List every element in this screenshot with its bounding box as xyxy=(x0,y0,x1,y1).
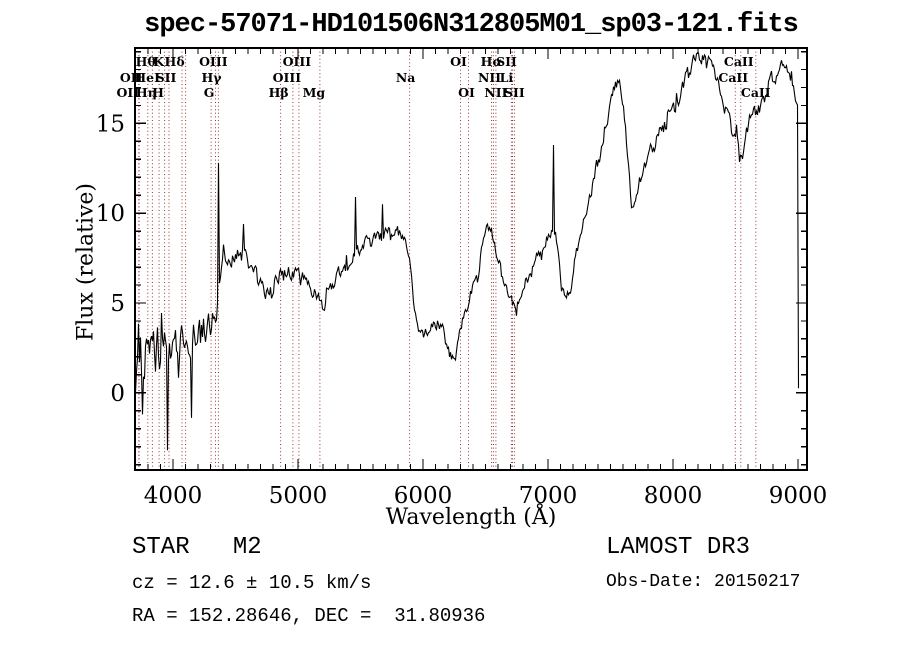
survey-text: LAMOST DR3 xyxy=(606,534,751,561)
line-marker-label: Hα xyxy=(481,54,503,69)
line-marker-label-group: OIIOIIHθHηHeIKHSIIHδGHγOIIIHβOIIIOIIIMgN… xyxy=(116,54,770,100)
cz-text: cz = 12.6 ± 10.5 km/s xyxy=(132,572,372,594)
x-axis-label: Wavelength (Å) xyxy=(385,505,557,530)
y-axis-label: Flux (relative) xyxy=(73,182,99,342)
plot-frame xyxy=(134,47,808,471)
line-marker-label: Na xyxy=(396,70,416,85)
x-tick-label: 6000 xyxy=(394,483,453,509)
line-marker-label: OII xyxy=(120,70,143,85)
line-marker-label: CaII xyxy=(724,54,754,69)
radec-text: RA = 152.28646, DEC = 31.80936 xyxy=(132,605,486,627)
line-marker-label: OIII xyxy=(283,54,312,69)
tick-label-group: 4000 5000 6000 7000 8000 9000 0 5 10 15 xyxy=(96,111,828,509)
line-marker-label: H xyxy=(152,85,164,100)
obsdate-text: Obs-Date: 20150217 xyxy=(606,572,801,592)
x-tick-label: 9000 xyxy=(769,483,828,509)
line-marker-label: SII xyxy=(504,85,525,100)
line-marker-label: NII xyxy=(478,70,501,85)
line-marker-label: SII xyxy=(156,70,177,85)
line-marker-label: Mg xyxy=(303,85,326,100)
y-tick-label: 5 xyxy=(110,291,125,317)
y-tick-label: 15 xyxy=(96,111,125,137)
line-marker-label: G xyxy=(204,85,215,100)
line-marker-label: OI xyxy=(458,85,475,100)
line-marker-label: Li xyxy=(500,70,514,85)
line-marker-label: Hγ xyxy=(201,70,222,85)
line-marker-label: OI xyxy=(450,54,467,69)
line-marker-group xyxy=(138,48,757,470)
classification-text: STAR M2 xyxy=(132,534,262,561)
line-marker-label: OIII xyxy=(199,54,228,69)
line-marker-label: NII xyxy=(484,85,507,100)
y-tick-label: 10 xyxy=(96,201,125,227)
x-tick-label: 5000 xyxy=(269,483,328,509)
line-marker-label: SII xyxy=(496,54,517,69)
line-marker-label: CaII xyxy=(718,70,748,85)
y-tick-label: 0 xyxy=(110,381,125,407)
spectrum-line xyxy=(134,52,800,451)
line-marker-label: OIII xyxy=(273,70,302,85)
tick-group xyxy=(134,48,807,470)
line-marker-label: Hβ xyxy=(269,85,289,100)
x-tick-label: 8000 xyxy=(644,483,703,509)
line-marker-label: Hδ xyxy=(165,54,185,69)
x-tick-label: 4000 xyxy=(144,483,203,509)
line-marker-label: HeI xyxy=(134,70,160,85)
line-marker-label: K xyxy=(153,54,165,69)
line-marker-label: Hθ xyxy=(136,54,156,69)
line-marker-label: CaII xyxy=(741,85,771,100)
plot-title: spec-57071-HD101506N312805M01_sp03-121.f… xyxy=(144,10,799,40)
line-marker-label: OII xyxy=(116,85,139,100)
line-marker-label: Hη xyxy=(136,85,157,100)
x-tick-label: 7000 xyxy=(519,483,578,509)
